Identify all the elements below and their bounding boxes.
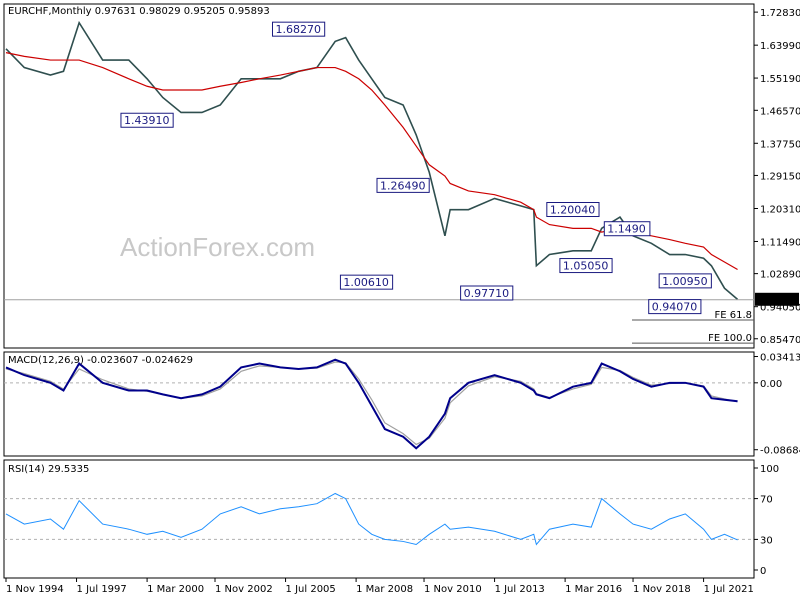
rsi-line (5, 492, 738, 546)
x-tick-label: 1 Mar 2000 (147, 584, 204, 595)
annotation-box (658, 273, 712, 289)
x-tick-label: 1 Jul 1997 (77, 584, 127, 595)
annotation-label: 1.00950 (662, 275, 708, 288)
macd-line (5, 358, 738, 450)
rsi-y-tick-label: 30 (760, 535, 773, 546)
last-price-label: 0.95893 (758, 296, 799, 307)
price-y-tick-label: 1.29150 (760, 171, 800, 182)
annotation-box (376, 177, 430, 193)
annotation-box (648, 299, 702, 315)
annotation-label: 1.05050 (563, 260, 609, 273)
annotation-label: 0.97710 (464, 287, 510, 300)
price-y-tick-label: 1.63990 (760, 41, 800, 52)
x-tick-label: 1 Jul 2021 (704, 584, 754, 595)
rsi-header: RSI(14) 29.5335 (8, 464, 89, 475)
price-line (5, 20, 739, 300)
rsi-y-tick-label: 70 (760, 495, 773, 506)
x-tick-label: 1 Nov 2002 (215, 584, 273, 595)
rsi-y-tick-label: 100 (760, 464, 779, 475)
price-y-tick-label: 1.46570 (760, 106, 800, 117)
fe-level-label: FE 100.0 (708, 333, 752, 344)
annotation-box (603, 221, 651, 237)
annotation-label: 1.20040 (550, 204, 596, 217)
price-y-tick-label: 1.20310 (760, 204, 800, 215)
price-y-tick-label: 1.55190 (760, 74, 800, 85)
price-y-tick-label: 0.85470 (760, 335, 800, 346)
macd-signal-line (5, 361, 738, 446)
annotation-box (559, 258, 613, 274)
annotation-label: 1.43910 (124, 114, 170, 127)
last-price-box (755, 292, 799, 306)
annotation-box (546, 202, 600, 218)
macd-panel (3, 351, 755, 457)
price-y-tick-label: 1.72830 (760, 8, 800, 19)
x-tick-label: 1 Nov 2010 (424, 584, 482, 595)
annotation-box (271, 21, 326, 37)
annotation-label: 1.26490 (380, 179, 426, 192)
rsi-y-tick-label: 0 (760, 566, 766, 577)
macd-y-tick-label: -0.086849 (760, 446, 800, 457)
x-tick-label: 1 Jul 2013 (495, 584, 545, 595)
macd-y-tick-label: 0.00 (760, 379, 782, 390)
annotation-box (339, 274, 394, 290)
annotation-box (120, 112, 174, 128)
price-y-tick-label: 0.94050 (760, 303, 800, 314)
x-tick-label: 1 Mar 2016 (565, 584, 622, 595)
price-y-tick-label: 1.37750 (760, 139, 800, 150)
macd-header: MACD(12,26,9) -0.023607 -0.024629 (8, 355, 193, 366)
rsi-panel (3, 459, 755, 579)
annotation-label: 1.1490 (607, 223, 646, 236)
price-y-tick-label: 1.02890 (760, 270, 800, 281)
price-panel (3, 3, 755, 349)
fe-level-label: FE 61.8 (714, 310, 752, 321)
annotation-label: 1.00610 (343, 276, 389, 289)
x-tick-label: 1 Nov 2018 (633, 584, 691, 595)
x-tick-label: 1 Jul 2005 (286, 584, 336, 595)
annotation-label: 0.94070 (652, 301, 698, 314)
x-tick-label: 1 Mar 2008 (356, 584, 413, 595)
price-header: EURCHF,Monthly 0.97631 0.98029 0.95205 0… (8, 6, 270, 17)
sma-line (5, 52, 738, 270)
price-y-tick-label: 1.11490 (760, 237, 800, 248)
macd-y-tick-label: 0.034137 (760, 353, 800, 364)
x-tick-label: 1 Nov 1994 (6, 584, 64, 595)
annotation-box (460, 285, 514, 301)
annotation-label: 1.68270 (275, 23, 321, 36)
watermark: ActionForex.com (120, 232, 315, 262)
